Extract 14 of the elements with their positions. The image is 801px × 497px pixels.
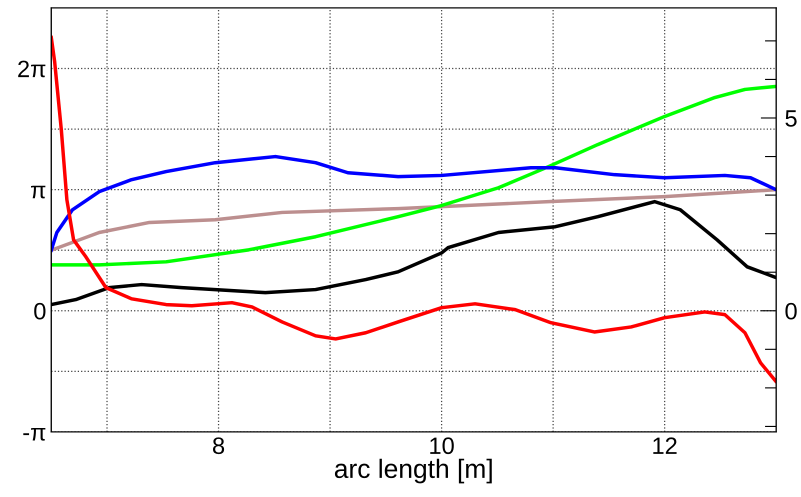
line-series [51,84,776,267]
y-tick-label: -π [23,428,46,441]
y2-tick-label: 5 [785,110,797,127]
y-tick-label: 2π [18,60,46,78]
x-tick-label: 8 [213,437,224,454]
line-series [51,188,776,252]
y2-tick-label: 0 [785,302,797,320]
line-series [51,154,776,252]
y-tick-label: 0 [34,302,46,320]
x-tick-label: 12 [653,437,677,454]
x-axis-title: arc length [m] [334,458,492,484]
y-tick-label: π [31,186,46,198]
line-series [51,36,776,384]
x-tick-label: 10 [430,437,454,454]
